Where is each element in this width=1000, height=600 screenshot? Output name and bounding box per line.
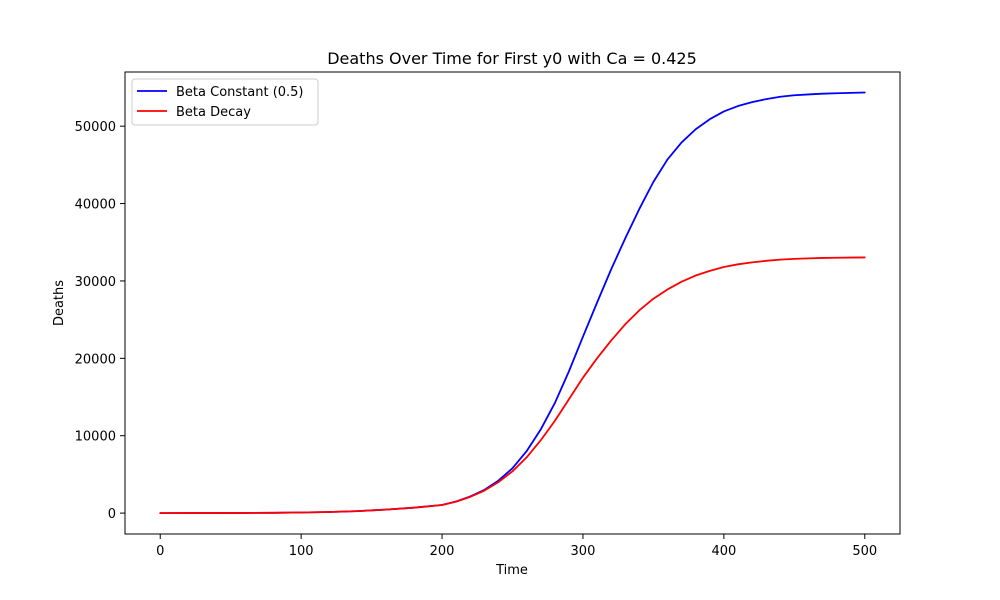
plot-area-frame bbox=[124, 71, 901, 535]
y-tick-label: 0 bbox=[108, 507, 116, 522]
series-line-beta-decay bbox=[159, 256, 866, 515]
x-tick-label: 100 bbox=[289, 544, 314, 559]
y-tick-label: 20000 bbox=[75, 352, 116, 367]
x-tick-label: 300 bbox=[571, 544, 596, 559]
chart-title: Deaths Over Time for First y0 with Ca = … bbox=[327, 49, 697, 68]
x-tick-label: 400 bbox=[711, 544, 736, 559]
legend: Beta Constant (0.5) Beta Decay bbox=[131, 78, 319, 126]
y-tick-label: 40000 bbox=[75, 198, 116, 213]
legend-label-beta-constant: Beta Constant (0.5) bbox=[176, 85, 304, 100]
x-axis-ticks: 0 100 200 300 400 500 bbox=[156, 534, 877, 559]
y-axis-ticks: 0 10000 20000 30000 40000 50000 bbox=[75, 120, 125, 522]
x-tick-label: 500 bbox=[852, 544, 877, 559]
x-tick-label: 0 bbox=[156, 544, 164, 559]
y-tick-label: 50000 bbox=[75, 120, 116, 135]
y-axis-label: Deaths bbox=[52, 280, 67, 326]
x-tick-label: 200 bbox=[430, 544, 455, 559]
legend-box bbox=[131, 78, 319, 126]
x-axis-label: Time bbox=[495, 563, 528, 578]
y-tick-label: 30000 bbox=[75, 275, 116, 290]
legend-label-beta-decay: Beta Decay bbox=[176, 105, 251, 120]
y-tick-label: 10000 bbox=[75, 430, 116, 445]
series-layer bbox=[159, 91, 866, 515]
